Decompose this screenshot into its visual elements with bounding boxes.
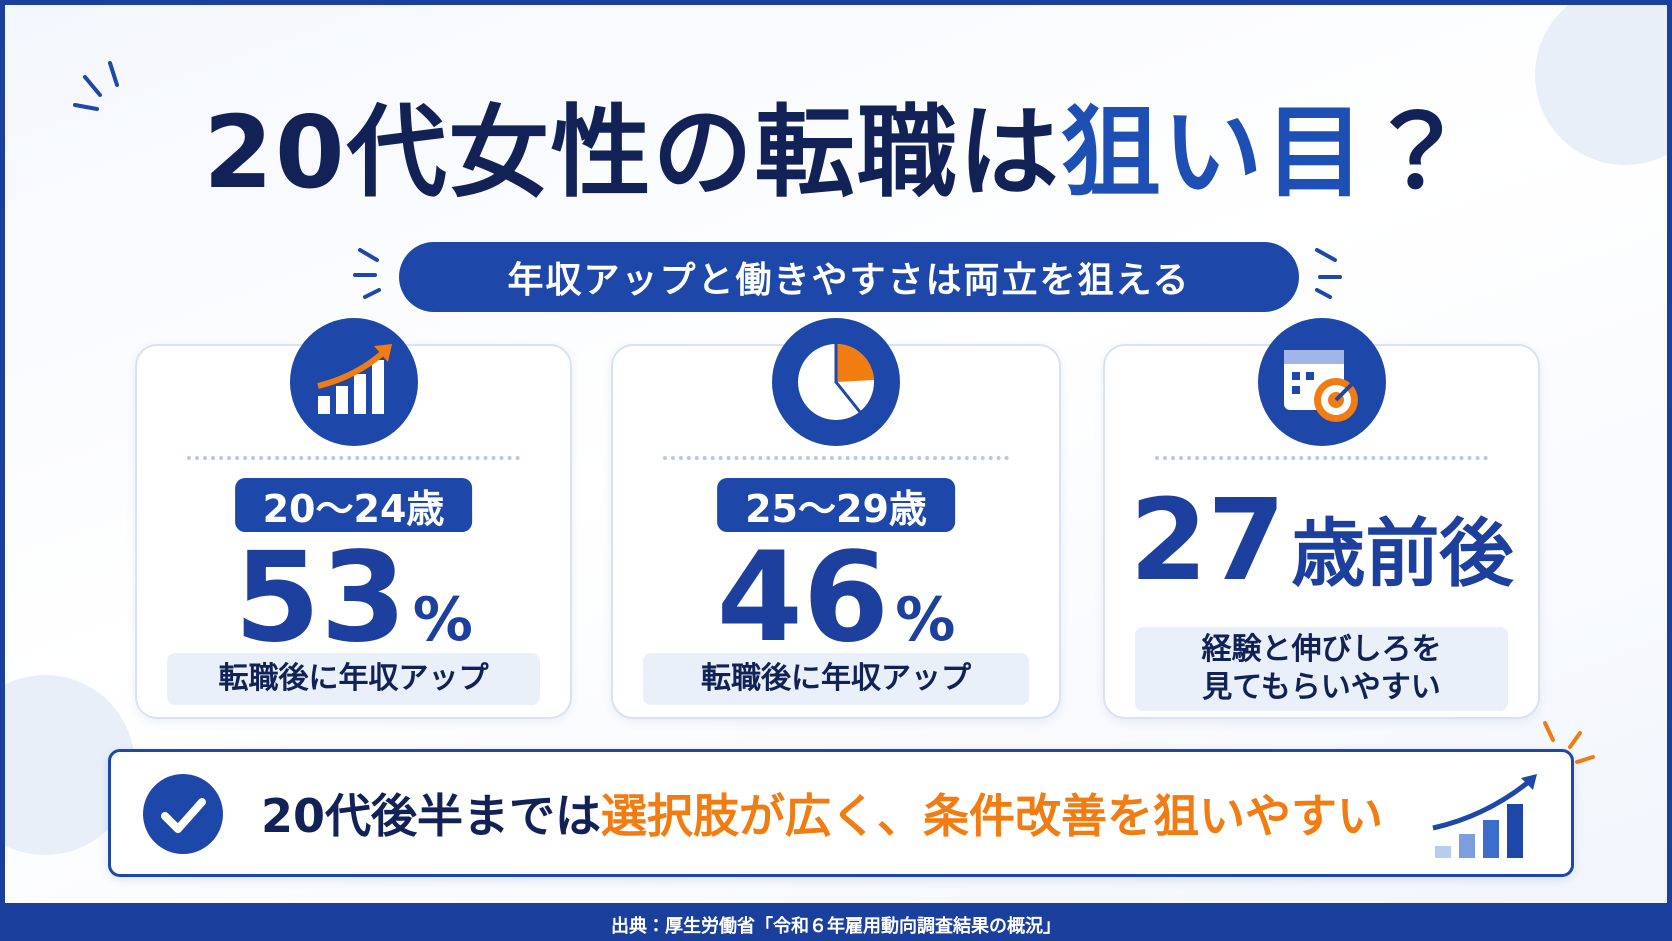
card: 20〜24歳 53% 転職後に年収アップ [135, 318, 572, 719]
stat-value: 46 [716, 526, 890, 670]
stat-value: 27 [1129, 476, 1286, 606]
card: 27歳前後 経験と伸びしろを 見てもらいやすい [1103, 318, 1540, 719]
divider [663, 456, 1009, 460]
title-lead: 20代女性の転職は [203, 94, 1061, 211]
description: 転職後に年収アップ [167, 653, 540, 705]
source: 出典：厚生労働省「令和６年雇用動向調査結果の概況」 [5, 903, 1667, 941]
card: 25〜29歳 46% 転職後に年収アップ [611, 318, 1061, 719]
title: 20代女性の転職は狙い目？ [5, 93, 1667, 213]
stat-unit: 歳前後 [1291, 511, 1514, 597]
stat-value: 53 [234, 526, 407, 670]
title-end: ？ [1366, 94, 1469, 211]
banner-accent: 選択肢が広く、条件改善を狙いやすい [601, 789, 1384, 843]
description: 経験と伸びしろを 見てもらいやすい [1135, 627, 1508, 711]
subtitle: 年収アップと働きやすさは両立を狙える [399, 242, 1299, 312]
calendar-target-icon [1257, 318, 1386, 446]
title-accent: 狙い目 [1060, 94, 1367, 211]
banner: 20代後半までは 選択肢が広く、条件改善を狙いやすい [108, 749, 1574, 877]
description: 転職後に年収アップ [643, 653, 1029, 705]
banner-lead: 20代後半までは [261, 789, 602, 843]
age-label: 25〜29歳 [717, 478, 955, 532]
stat: 27歳前後 [1105, 476, 1538, 606]
banner-text: 20代後半までは 選択肢が広く、条件改善を狙いやすい [261, 752, 1383, 874]
stat: 53% [137, 526, 570, 670]
description-line: 経験と伸びしろを [1201, 632, 1442, 667]
age-label: 20〜24歳 [234, 478, 473, 532]
pie-icon [772, 318, 900, 446]
growth-graphic [1432, 774, 1537, 858]
divider [187, 456, 520, 460]
growth-icon [289, 318, 418, 446]
stat-unit: % [895, 585, 956, 655]
check-icon [143, 774, 223, 854]
divider [1155, 456, 1488, 460]
decor [5, 5, 1667, 855]
description-line: 見てもらいやすい [1202, 670, 1441, 705]
stat-unit: % [412, 585, 473, 655]
stat: 46% [613, 526, 1059, 670]
